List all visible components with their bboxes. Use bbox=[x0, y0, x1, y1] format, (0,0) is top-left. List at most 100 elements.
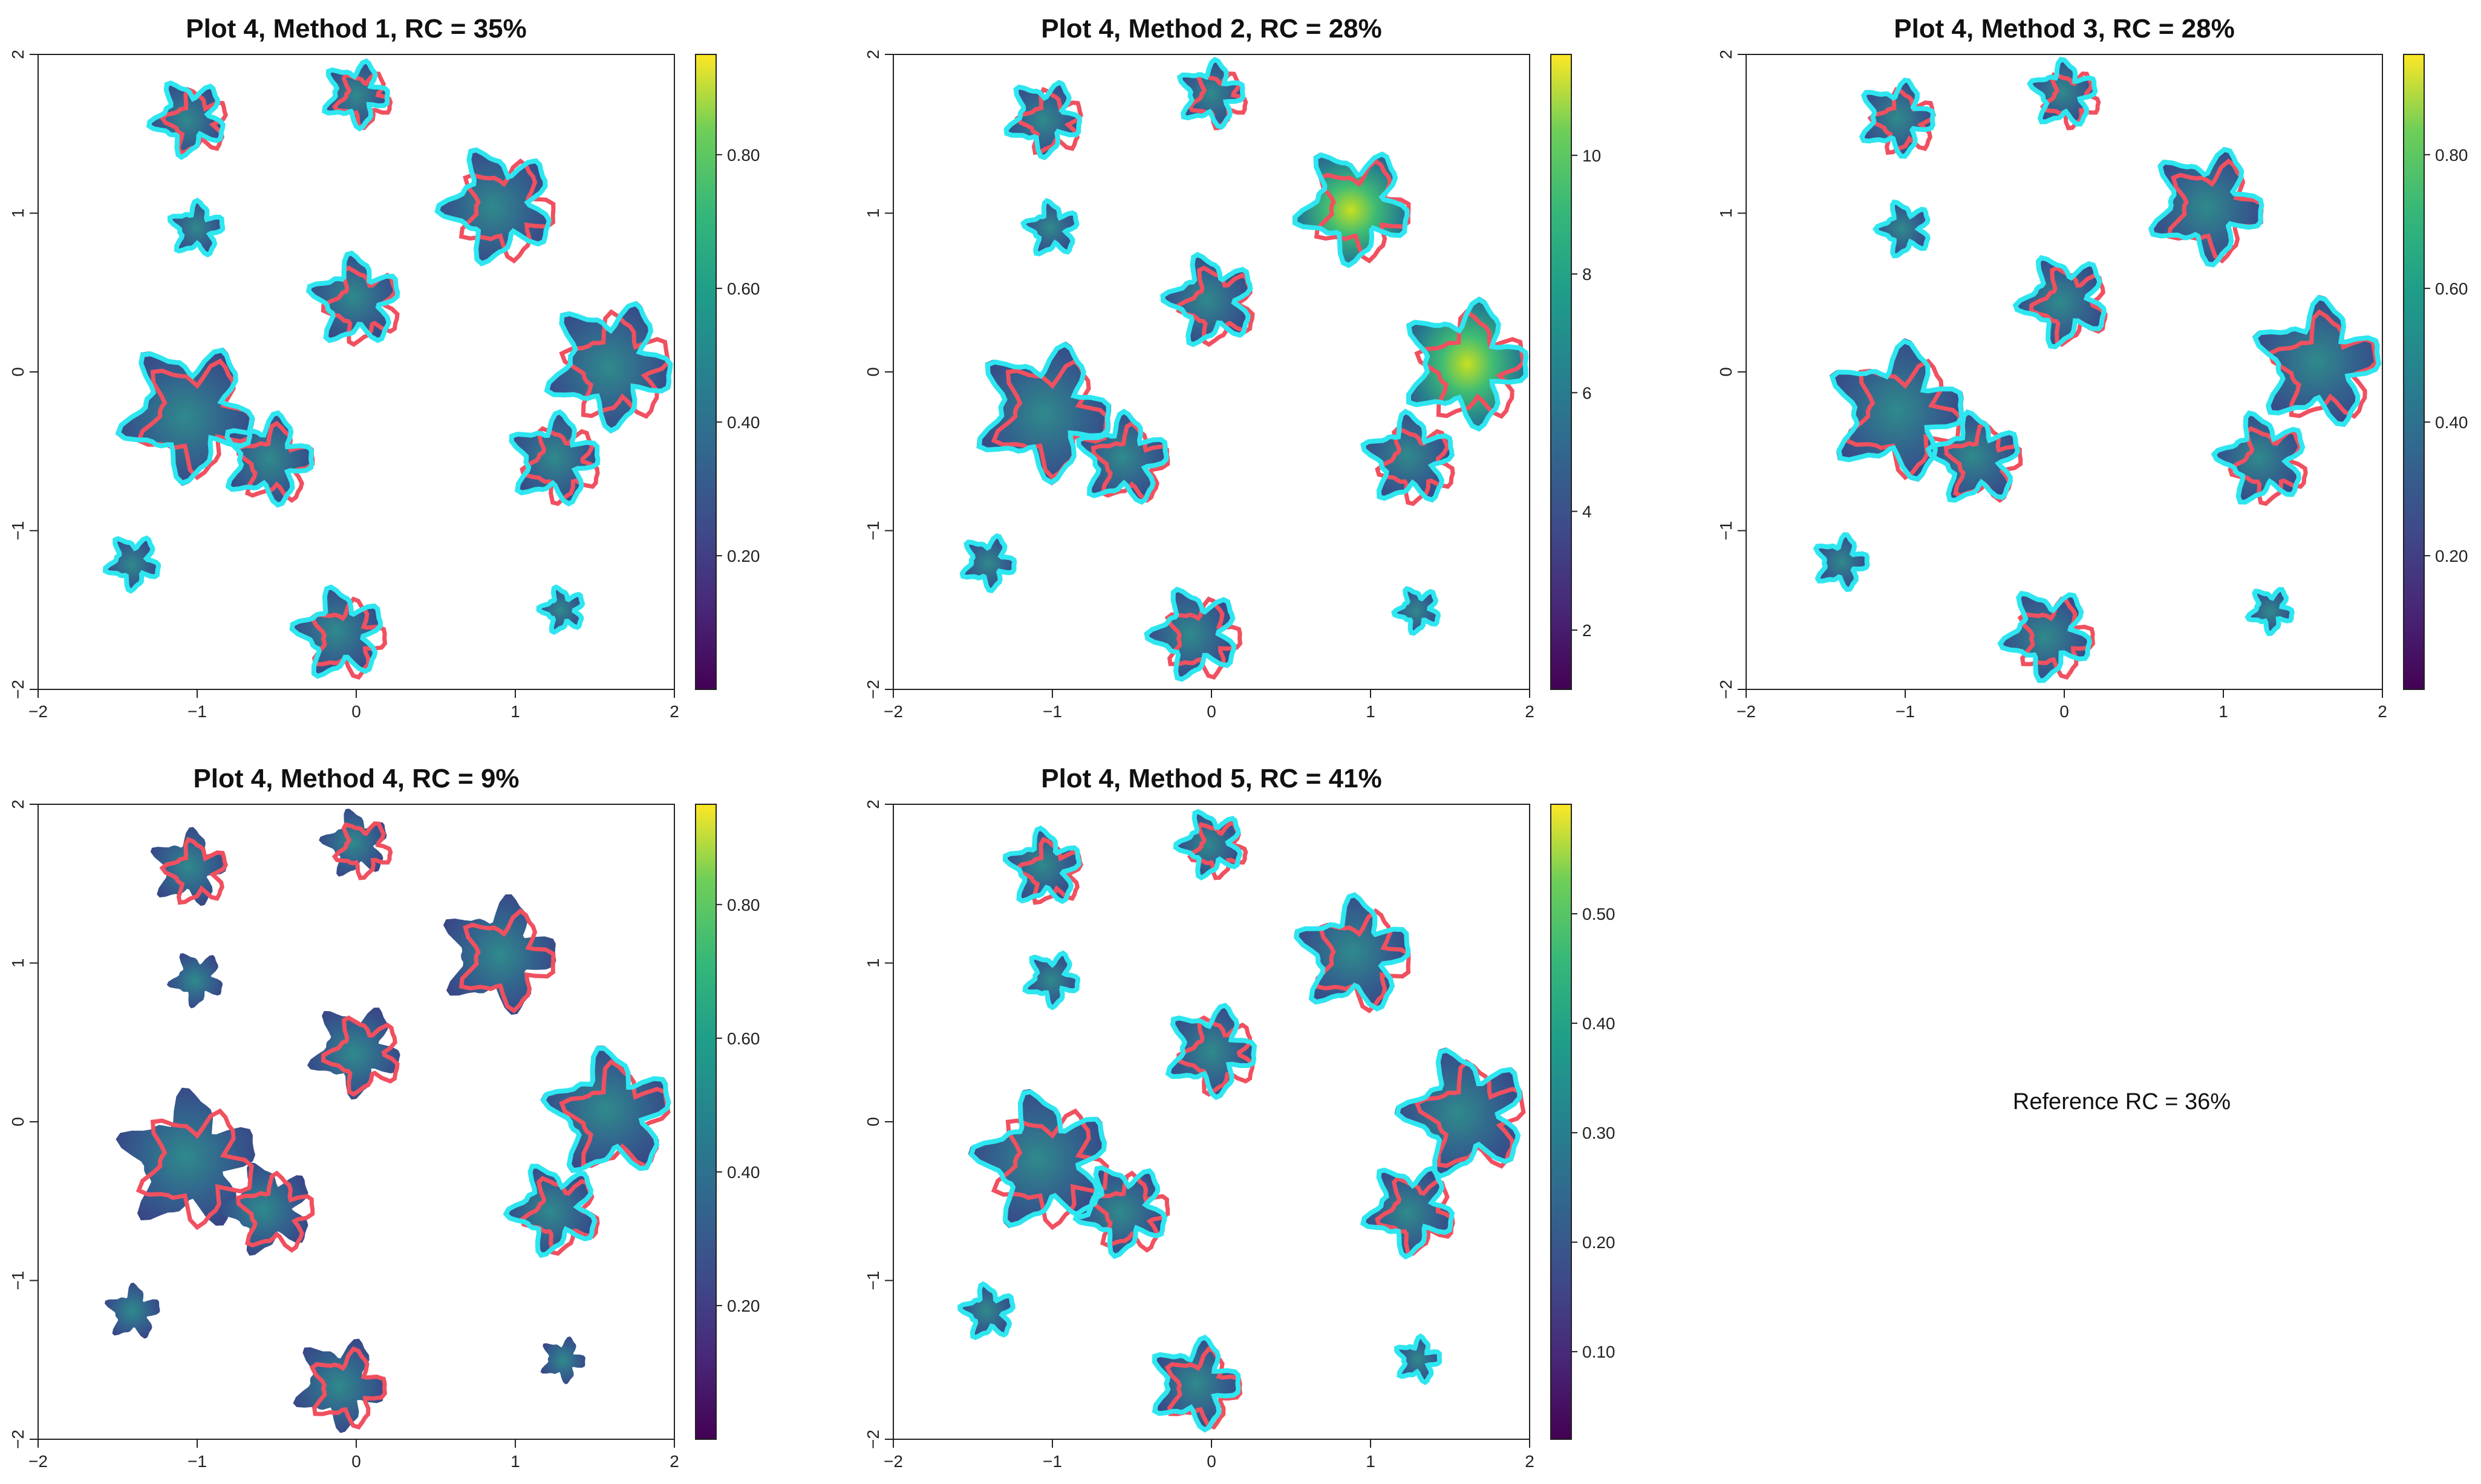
predicted-outline bbox=[1176, 56, 1246, 130]
panel-1: Plot 4, Method 1, RC = 35% −2 −1 0 1 2 −2 −1 0 1 2… bbox=[8, 14, 760, 721]
y-tick-label: 2 bbox=[864, 799, 882, 809]
heatmap-field bbox=[1813, 56, 2381, 683]
colorbar-tick-label: 0.60 bbox=[727, 279, 760, 298]
x-tick-label: 0 bbox=[1207, 702, 1216, 721]
y-tick-label: −2 bbox=[8, 680, 27, 699]
predicted-outline bbox=[1075, 408, 1169, 505]
colorbar-tick-label: 0.40 bbox=[727, 413, 760, 432]
crown-cluster bbox=[1076, 409, 1169, 504]
predicted-outline bbox=[1152, 1334, 1241, 1433]
predicted-outline bbox=[434, 147, 552, 267]
y-tick-label: 0 bbox=[8, 367, 27, 377]
predicted-outline bbox=[1003, 79, 1083, 161]
x-tick-label: −1 bbox=[187, 702, 207, 721]
reference-outline bbox=[1164, 596, 1243, 680]
x-tick-label: 2 bbox=[2378, 702, 2387, 721]
crown-cluster bbox=[961, 535, 1016, 592]
reference-outline bbox=[1414, 309, 1526, 419]
predicted-outline bbox=[544, 301, 673, 434]
predicted-outline bbox=[1391, 586, 1441, 636]
y-tick-label: 2 bbox=[1716, 50, 1735, 59]
reference-outline bbox=[559, 309, 671, 419]
predicted-outline bbox=[1144, 586, 1237, 682]
heatmap-field bbox=[959, 56, 1528, 682]
reference-outline bbox=[1314, 158, 1411, 264]
predicted-outline bbox=[2027, 56, 2098, 127]
crown-cluster bbox=[1998, 591, 2091, 683]
predicted-outline bbox=[957, 1281, 1016, 1341]
panel-title: Plot 4, Method 3, RC = 28% bbox=[1894, 14, 2235, 44]
crown-cluster bbox=[293, 1338, 385, 1433]
x-tick-label: 0 bbox=[351, 702, 361, 721]
predicted-outline bbox=[1394, 1333, 1443, 1385]
y-tick-label: 2 bbox=[8, 799, 27, 809]
y-tick-label: −1 bbox=[864, 521, 882, 541]
predicted-outline bbox=[1294, 892, 1411, 1012]
y-tick-label: −1 bbox=[8, 1271, 27, 1290]
crown-cluster bbox=[307, 251, 400, 342]
predicted-outline bbox=[1022, 950, 1081, 1010]
predicted-outline bbox=[1829, 338, 1964, 482]
reference-outline bbox=[1844, 358, 1962, 481]
predicted-outline bbox=[2211, 410, 2306, 505]
x-tick-label: −1 bbox=[1896, 702, 1915, 721]
reference-outline bbox=[1375, 426, 1455, 506]
crown-cluster bbox=[1005, 81, 1081, 160]
predicted-outline bbox=[1072, 1165, 1168, 1260]
y-tick-label: 1 bbox=[1716, 209, 1735, 218]
y-tick-label: 2 bbox=[8, 50, 27, 59]
y-tick-label: 1 bbox=[8, 958, 27, 968]
reference-outline bbox=[991, 1108, 1109, 1231]
x-tick-label: −2 bbox=[1736, 702, 1756, 721]
x-tick-label: 2 bbox=[670, 702, 679, 721]
crown-cluster bbox=[105, 1283, 160, 1339]
predicted-outline bbox=[976, 341, 1111, 486]
y-tick-label: 1 bbox=[8, 209, 27, 218]
crown-cluster bbox=[166, 953, 223, 1009]
y-tick-label: 0 bbox=[1716, 367, 1735, 377]
reference-outline bbox=[458, 908, 556, 1014]
reference-outline bbox=[2017, 596, 2096, 680]
reference-outline bbox=[331, 71, 393, 131]
reference-rc-label: Reference RC = 36% bbox=[2013, 1089, 2231, 1115]
x-tick-label: 1 bbox=[510, 1452, 520, 1471]
reference-outline bbox=[1414, 1059, 1526, 1169]
colorbar-tick-label: 0.60 bbox=[2435, 279, 2468, 298]
y-tick-label: 0 bbox=[864, 1117, 882, 1127]
crown-cluster bbox=[290, 585, 382, 679]
crown-cluster bbox=[1926, 410, 2020, 503]
crown-cluster bbox=[2013, 256, 2106, 349]
predicted-outline bbox=[1020, 198, 1080, 256]
y-tick-label: 0 bbox=[8, 1117, 27, 1127]
colorbar-tick-label: 0.30 bbox=[1582, 1124, 1615, 1142]
crown-cluster bbox=[540, 1336, 585, 1385]
predicted-outline bbox=[1173, 809, 1243, 881]
predicted-outline bbox=[968, 1089, 1107, 1228]
predicted-outline bbox=[2252, 295, 2381, 428]
colorbar-tick-label: 0.20 bbox=[1582, 1233, 1615, 1252]
colorbar-tick-label: 0.40 bbox=[1582, 1014, 1615, 1033]
crown-cluster bbox=[544, 301, 673, 434]
predicted-outline bbox=[146, 80, 226, 160]
predicted-outline bbox=[1813, 532, 1870, 592]
predicted-outline bbox=[540, 1046, 671, 1173]
colorbar-tick-label: 6 bbox=[1582, 383, 1592, 402]
x-tick-label: 2 bbox=[1525, 1452, 1534, 1471]
predicted-outline bbox=[1160, 252, 1253, 348]
colorbar-tick-label: 0.20 bbox=[727, 1297, 760, 1315]
predicted-outline bbox=[224, 410, 315, 508]
crown-cluster bbox=[116, 1087, 255, 1226]
reference-outline bbox=[135, 1108, 254, 1231]
predicted-outline bbox=[509, 409, 601, 507]
predicted-outline bbox=[102, 535, 161, 594]
x-tick-label: 0 bbox=[2059, 702, 2069, 721]
x-tick-label: −2 bbox=[28, 702, 48, 721]
predicted-outline bbox=[305, 250, 400, 343]
colorbar-tick-label: 0.40 bbox=[727, 1163, 760, 1182]
x-tick-label: 1 bbox=[1366, 1452, 1375, 1471]
reference-outline bbox=[159, 836, 229, 905]
predicted-outline bbox=[289, 584, 383, 679]
predicted-outline bbox=[1872, 199, 1931, 259]
reference-outline bbox=[309, 1346, 388, 1430]
y-tick-label: −1 bbox=[864, 1271, 882, 1290]
